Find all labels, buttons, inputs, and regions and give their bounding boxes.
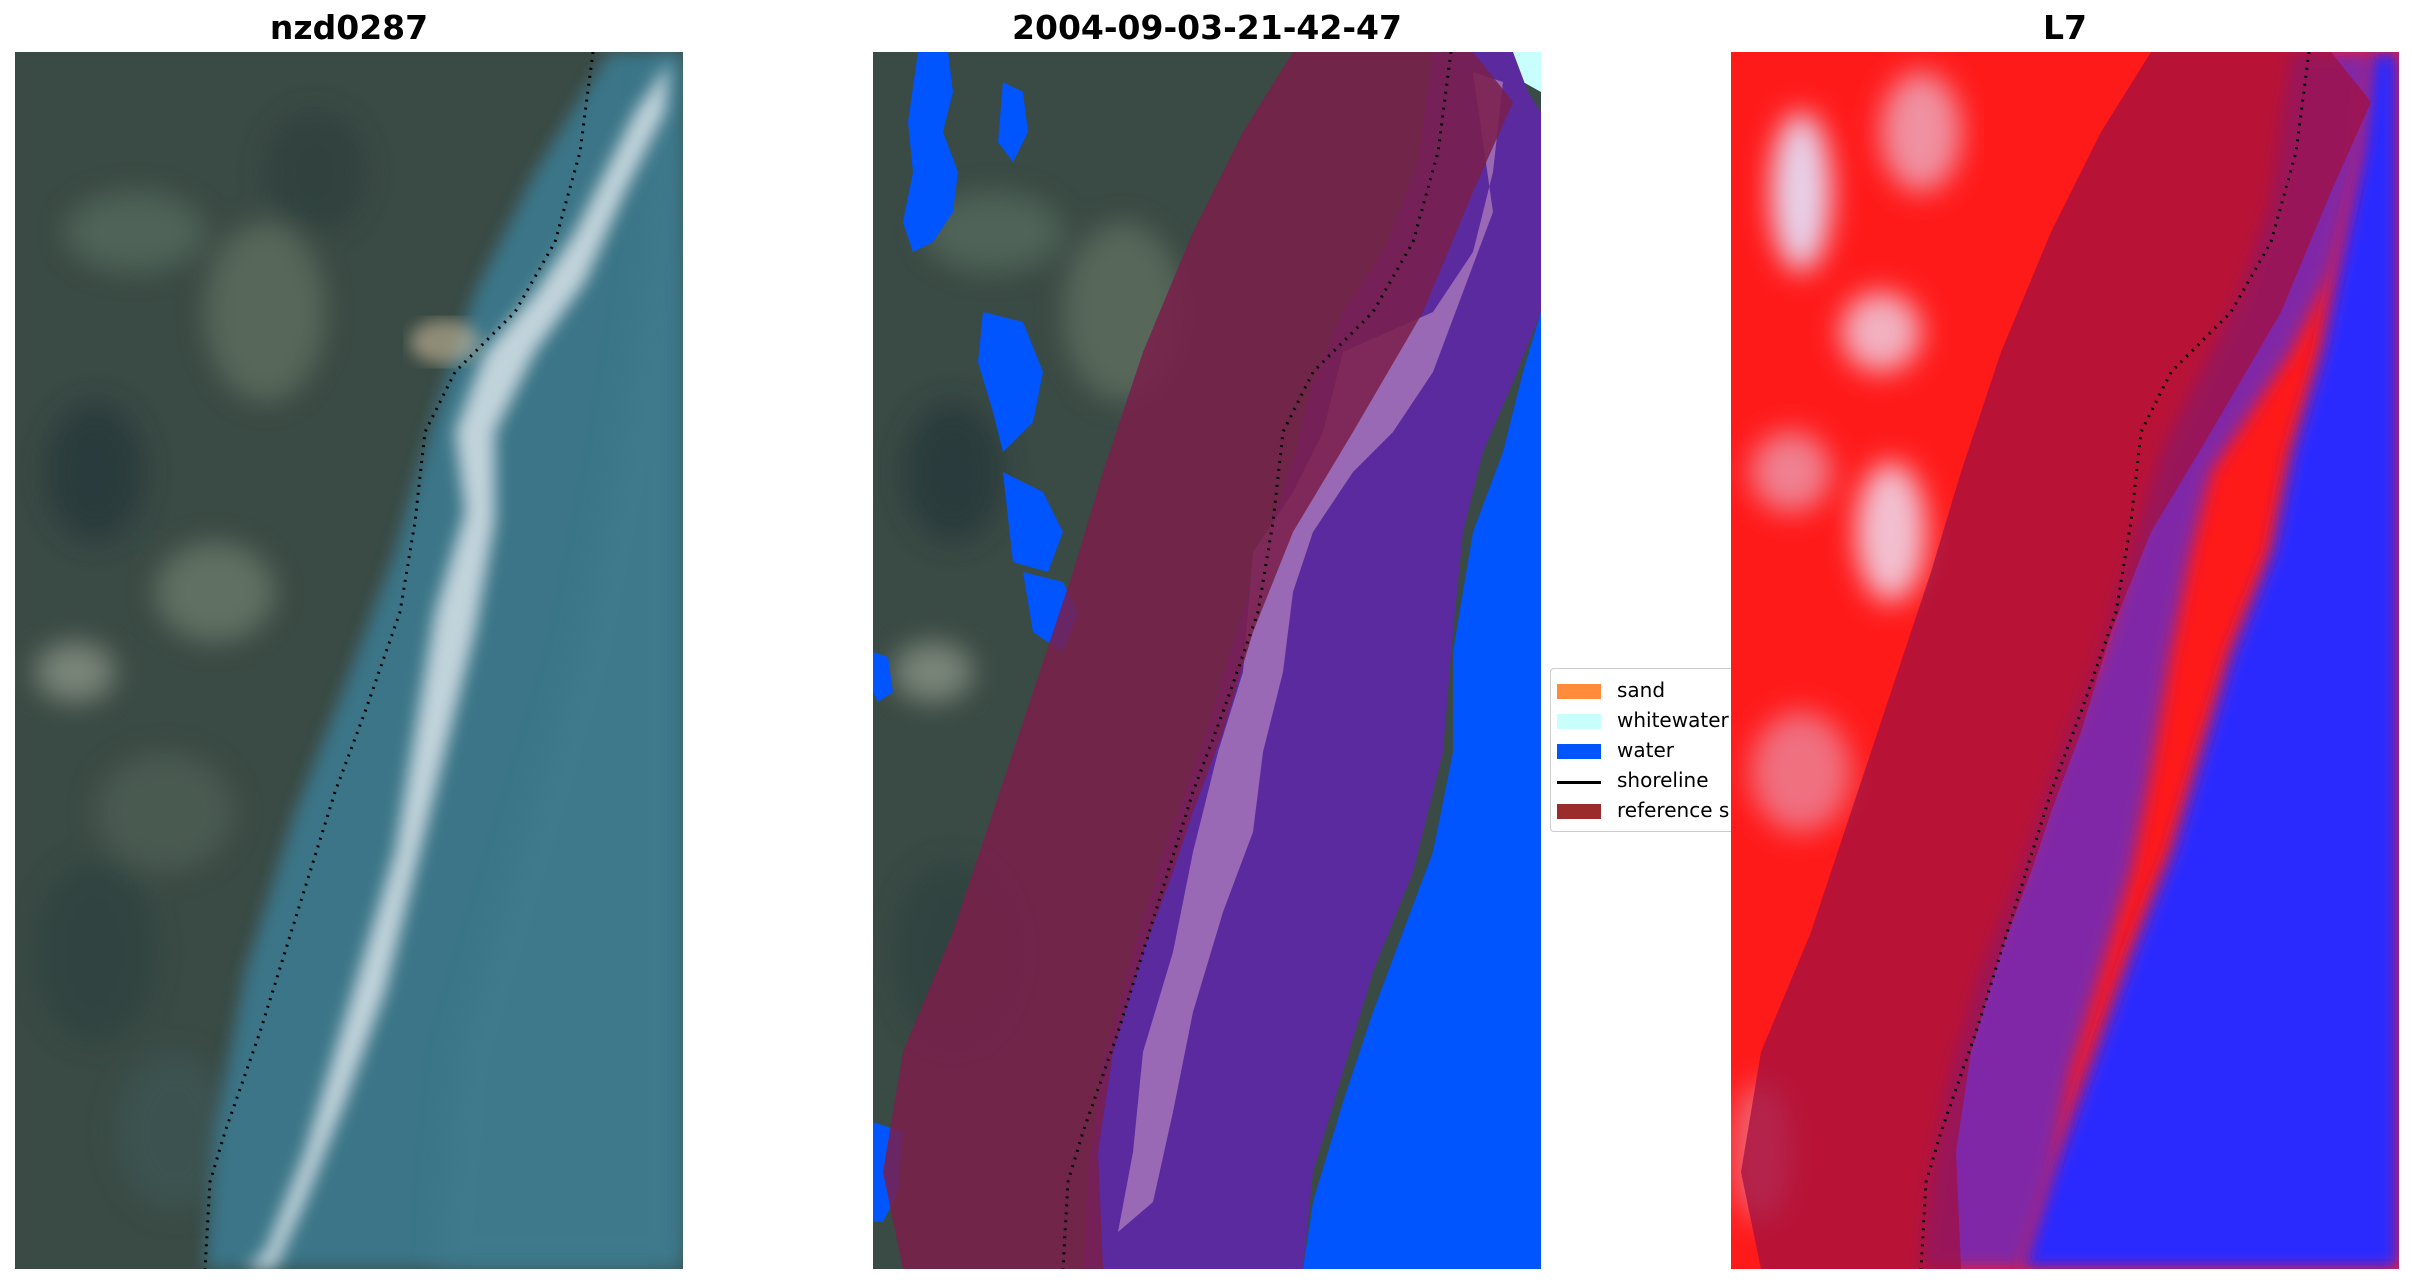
classified-image	[873, 52, 1541, 1269]
classified-image-panel	[873, 52, 1541, 1269]
legend-label-reference: reference s	[1617, 798, 1730, 822]
legend: sand whitewater water shoreline referenc…	[1550, 668, 1731, 832]
panel-title-satellite: L7	[2043, 8, 2087, 47]
rgb-image	[15, 52, 683, 1269]
legend-item-shoreline: shoreline	[1551, 765, 1731, 795]
legend-item-reference: reference s	[1551, 795, 1731, 825]
index-image-panel	[1731, 52, 2399, 1269]
legend-item-whitewater: whitewater	[1551, 705, 1731, 735]
legend-item-water: water	[1551, 735, 1731, 765]
panel-title-date: 2004-09-03-21-42-47	[1012, 8, 1402, 47]
reference-buffer	[883, 52, 1513, 1269]
rgb-image-panel	[15, 52, 683, 1269]
shoreline-dotted	[1919, 52, 2311, 1269]
shoreline-dotted	[1061, 52, 1453, 1269]
legend-swatch-sand	[1557, 684, 1601, 699]
index-image	[1731, 52, 2399, 1269]
shoreline-dotted	[203, 52, 595, 1269]
legend-label-sand: sand	[1617, 678, 1666, 702]
legend-label-water: water	[1617, 738, 1674, 762]
legend-item-sand: sand	[1551, 675, 1731, 705]
legend-label-whitewater: whitewater	[1617, 708, 1729, 732]
legend-line-shoreline	[1557, 781, 1601, 784]
panel-title-rgb: nzd0287	[269, 8, 429, 47]
reference-buffer	[1741, 52, 2371, 1269]
legend-swatch-reference	[1557, 804, 1601, 819]
legend-swatch-whitewater	[1557, 714, 1601, 729]
legend-swatch-water	[1557, 744, 1601, 759]
legend-label-shoreline: shoreline	[1617, 768, 1709, 792]
